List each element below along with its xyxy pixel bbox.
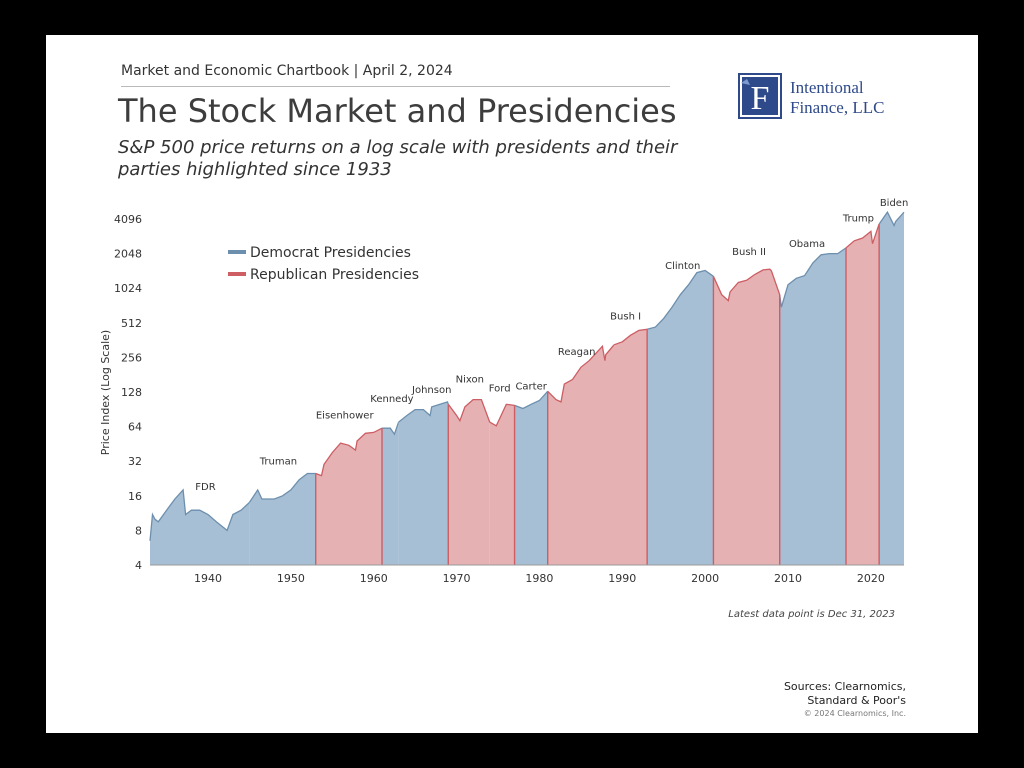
letter-f-monogram-icon: F — [738, 73, 782, 119]
president-label-nixon: Nixon — [456, 374, 484, 385]
company-logo: F Intentional Finance, LLC — [738, 70, 908, 122]
presidency-area-13 — [846, 224, 880, 565]
presidency-line-13 — [845, 223, 880, 249]
presidency-line-6 — [489, 403, 515, 427]
presidency-area-3 — [382, 422, 399, 565]
legend-label-democrat: Democrat Presidencies — [250, 245, 411, 261]
presidency-area-8 — [547, 344, 614, 565]
sources-line-2: Standard & Poor's — [807, 694, 906, 707]
page-title: The Stock Market and Presidencies — [118, 92, 677, 130]
y-tick-label: 1024 — [114, 282, 142, 295]
presidency-area-1 — [249, 473, 316, 565]
x-tick-label: 1950 — [277, 572, 305, 585]
x-tick-label: 2000 — [691, 572, 719, 585]
president-label-biden: Biden — [880, 198, 908, 209]
president-label-truman: Truman — [259, 456, 297, 467]
presidency-line-14 — [878, 210, 905, 228]
x-tick-label: 2020 — [857, 572, 885, 585]
logo-line-2: Finance, LLC — [790, 98, 885, 117]
presidency-area-6 — [489, 404, 515, 565]
latest-data-note: Latest data point is Dec 31, 2023 — [728, 609, 895, 620]
logo-line-1: Intentional — [790, 78, 864, 97]
logo-wordmark: Intentional Finance, LLC — [790, 78, 884, 118]
y-tick-label: 32 — [128, 455, 142, 468]
x-tick-label: 1970 — [443, 572, 471, 585]
presidency-area-9 — [614, 329, 648, 565]
president-label-johnson: Johnson — [411, 385, 451, 396]
president-label-kennedy: Kennedy — [370, 394, 413, 405]
sp500-presidency-chart: 4 8 16 32 64 128 256 512 1024 2048 4096 1940 1950 196… — [99, 198, 908, 585]
presidency-area-12 — [779, 247, 846, 565]
presidency-line-12 — [779, 247, 847, 308]
presidency-area-10 — [647, 270, 714, 565]
presidency-line-1 — [248, 472, 316, 503]
sources-text: Sources: Clearnomics, Standard & Poor's — [784, 680, 906, 708]
president-label-bush-i: Bush I — [610, 311, 641, 322]
presidency-line-8 — [547, 344, 615, 403]
presidency-area-7 — [514, 391, 548, 565]
presidency-line-11 — [712, 268, 781, 302]
presidency-line-10 — [646, 269, 714, 330]
y-tick-label: 4096 — [114, 213, 142, 226]
presidency-area-0 — [150, 489, 250, 565]
y-tick-label: 512 — [121, 317, 142, 330]
presidency-line-9 — [613, 328, 648, 346]
presidency-line-4 — [398, 401, 449, 423]
y-tick-label: 8 — [135, 524, 142, 537]
presidency-line-2 — [315, 427, 383, 477]
y-tick-label: 16 — [128, 490, 142, 503]
sources-line-1: Sources: Clearnomics, — [783, 680, 906, 693]
presidency-line-0 — [149, 488, 250, 541]
president-label-carter: Carter — [515, 381, 547, 392]
president-label-eisenhower: Eisenhower — [316, 411, 375, 422]
president-label-reagan: Reagan — [558, 347, 596, 358]
y-axis-label: Price Index (Log Scale) — [99, 330, 112, 455]
x-tick-label: 1960 — [360, 572, 388, 585]
y-tick-label: 128 — [121, 386, 142, 399]
president-label-trump: Trump — [842, 214, 874, 225]
legend-label-republican: Republican Presidencies — [250, 267, 419, 283]
president-label-ford: Ford — [489, 383, 511, 394]
x-tick-label: 1990 — [608, 572, 636, 585]
presidency-area-4 — [398, 401, 449, 565]
copyright-text: © 2024 Clearnomics, Inc. — [803, 709, 906, 718]
y-tick-label: 2048 — [114, 248, 142, 261]
president-label-obama: Obama — [789, 239, 825, 250]
chartbook-kicker: Market and Economic Chartbook | April 2,… — [121, 63, 453, 79]
y-tick-label: 256 — [121, 351, 142, 364]
y-tick-label: 64 — [128, 421, 142, 434]
presidency-line-7 — [514, 390, 549, 410]
presidency-line-5 — [447, 398, 491, 423]
y-tick-label: 4 — [135, 559, 142, 572]
president-label-bush-ii: Bush II — [732, 247, 766, 258]
x-tick-label: 1980 — [525, 572, 553, 585]
president-label-fdr: FDR — [195, 482, 215, 493]
x-tick-label: 1940 — [194, 572, 222, 585]
svg-text:F: F — [751, 80, 770, 117]
presidency-area-14 — [879, 212, 904, 565]
page-subtitle: S&P 500 price returns on a log scale wit… — [118, 137, 678, 180]
presidency-area-5 — [448, 399, 490, 565]
header-divider — [121, 86, 670, 87]
x-tick-label: 2010 — [774, 572, 802, 585]
presidency-area-11 — [713, 269, 780, 565]
presidency-area-2 — [315, 428, 382, 565]
presidency-line-3 — [382, 421, 400, 436]
president-label-clinton: Clinton — [665, 261, 700, 272]
